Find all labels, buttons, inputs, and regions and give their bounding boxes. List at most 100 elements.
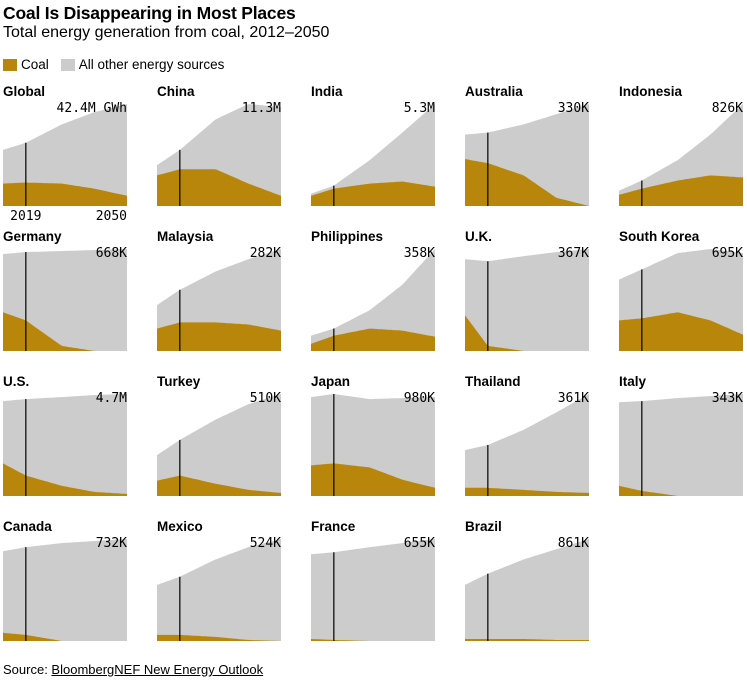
panel-name-germany: Germany (3, 229, 62, 244)
panel-canada: Canada 732K (3, 519, 127, 641)
area-other-turkey (157, 394, 281, 496)
area-coal-italy (619, 485, 743, 496)
panel-peak-label-japan: 980K (404, 391, 435, 406)
area-coal-japan (311, 463, 435, 496)
area-other-france (311, 539, 435, 641)
area-other-italy (619, 394, 743, 496)
legend-swatch-other (60, 58, 75, 71)
panel-australia: Australia 330K (465, 84, 589, 206)
panel-name-china: China (157, 84, 195, 99)
panel-india: India 5.3M (311, 84, 435, 206)
area-coal-global (3, 182, 127, 206)
area-coal-thailand (465, 487, 589, 496)
panel-name-global: Global (3, 84, 45, 99)
panel-peak-label-brazil: 861K (558, 536, 589, 551)
panel-peak-label-india: 5.3M (404, 101, 435, 116)
panel-brazil: Brazil 861K (465, 519, 589, 641)
area-other-u-s (3, 394, 127, 496)
area-coal-u-s (3, 463, 127, 496)
panel-peak-label-canada: 732K (96, 536, 127, 551)
legend: Coal All other energy sources (3, 57, 236, 72)
panel-indonesia: Indonesia 826K (619, 84, 743, 206)
area-coal-germany (3, 312, 127, 351)
chart-subtitle: Total energy generation from coal, 2012–… (3, 24, 330, 41)
panel-philippines: Philippines 358K (311, 229, 435, 351)
area-coal-india (311, 181, 435, 206)
panel-peak-label-indonesia: 826K (712, 101, 743, 116)
area-other-u-k (465, 249, 589, 351)
panel-peak-label-italy: 343K (712, 391, 743, 406)
panel-name-france: France (311, 519, 356, 534)
panel-name-turkey: Turkey (157, 374, 201, 389)
panel-peak-label-malaysia: 282K (250, 246, 281, 261)
area-other-india (311, 104, 435, 206)
area-other-global (3, 104, 127, 206)
panel-name-india: India (311, 84, 343, 99)
area-coal-canada (3, 632, 127, 641)
panel-name-brazil: Brazil (465, 519, 502, 534)
panel-mexico: Mexico 524K (157, 519, 281, 641)
panel-peak-label-china: 11.3M (242, 101, 281, 116)
area-other-thailand (465, 394, 589, 496)
area-coal-turkey (157, 475, 281, 496)
area-coal-malaysia (157, 322, 281, 351)
legend-label-other: All other energy sources (78, 57, 225, 72)
source-prefix: Source: (3, 662, 52, 677)
area-coal-france (311, 639, 435, 641)
area-coal-mexico (157, 634, 281, 641)
area-coal-australia (465, 159, 589, 206)
legend-swatch-coal (3, 58, 17, 71)
area-coal-philippines (311, 328, 435, 351)
panel-peak-label-germany: 668K (96, 246, 127, 261)
area-coal-china (157, 169, 281, 206)
panel-peak-label-thailand: 361K (558, 391, 589, 406)
panel-france: France 655K (311, 519, 435, 641)
panel-name-mexico: Mexico (157, 519, 203, 534)
panel-name-philippines: Philippines (311, 229, 383, 244)
panel-peak-label-mexico: 524K (250, 536, 281, 551)
legend-item-coal: Coal (3, 57, 49, 72)
area-other-brazil (465, 539, 589, 641)
panel-name-japan: Japan (311, 374, 350, 389)
panel-malaysia: Malaysia 282K (157, 229, 281, 351)
panel-name-australia: Australia (465, 84, 523, 99)
panel-peak-label-u-k: 367K (558, 246, 589, 261)
panel-name-italy: Italy (619, 374, 647, 389)
panel-china: China 11.3M (157, 84, 281, 206)
panel-u-s: U.S. 4.7M (3, 374, 127, 496)
panel-south-korea: South Korea 695K (619, 229, 743, 351)
area-coal-south-korea (619, 312, 743, 351)
area-other-germany (3, 249, 127, 351)
panel-name-malaysia: Malaysia (157, 229, 214, 244)
area-coal-indonesia (619, 175, 743, 206)
panel-name-south-korea: South Korea (619, 229, 700, 244)
panel-peak-label-u-s: 4.7M (96, 391, 127, 406)
x-label-start: 2019 (10, 209, 41, 224)
area-other-mexico (157, 539, 281, 641)
panel-peak-label-australia: 330K (558, 101, 589, 116)
panel-peak-label-turkey: 510K (250, 391, 281, 406)
source-note: Source: BloombergNEF New Energy Outlook (3, 662, 263, 677)
panel-u-k: U.K. 367K (465, 229, 589, 351)
area-other-canada (3, 539, 127, 641)
area-other-philippines (311, 249, 435, 351)
panel-turkey: Turkey 510K (157, 374, 281, 496)
panel-peak-label-philippines: 358K (404, 246, 435, 261)
panel-peak-label-global: 42.4M GWh (57, 101, 127, 116)
source-link[interactable]: BloombergNEF New Energy Outlook (51, 662, 264, 677)
panel-name-u-k: U.K. (465, 229, 492, 244)
panel-thailand: Thailand 361K (465, 374, 589, 496)
panel-germany: Germany 668K (3, 229, 127, 351)
area-coal-u-k (465, 315, 589, 351)
x-label-end: 2050 (96, 209, 127, 224)
panel-japan: Japan 980K (311, 374, 435, 496)
panel-peak-label-south-korea: 695K (712, 246, 743, 261)
area-coal-brazil (465, 639, 589, 641)
panel-name-indonesia: Indonesia (619, 84, 683, 99)
legend-item-other: All other energy sources (60, 57, 225, 72)
panel-name-thailand: Thailand (465, 374, 521, 389)
panel-peak-label-france: 655K (404, 536, 435, 551)
legend-label-coal: Coal (21, 57, 49, 72)
panel-italy: Italy 343K (619, 374, 743, 496)
